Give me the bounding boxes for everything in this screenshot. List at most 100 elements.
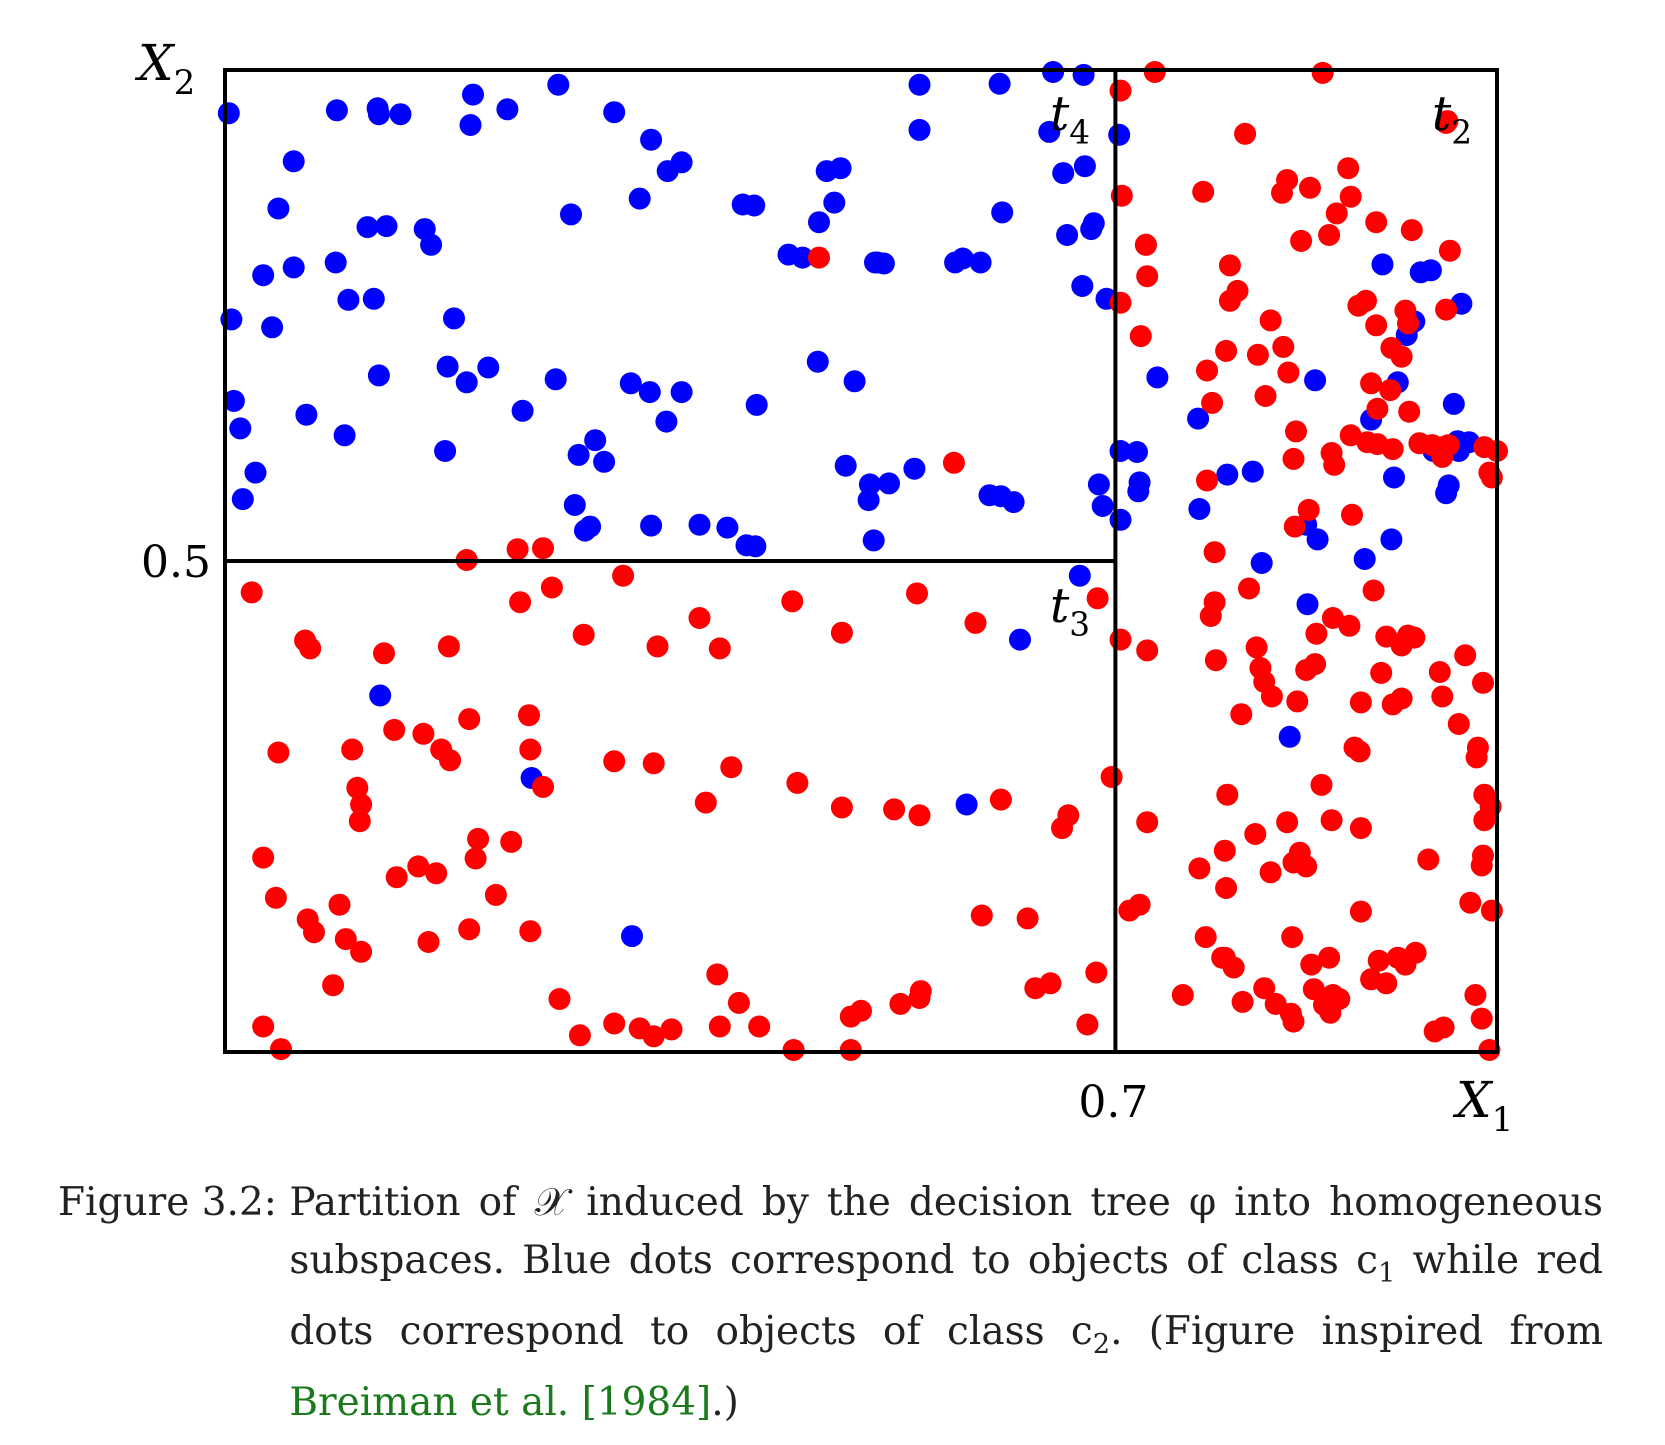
red-point: [412, 722, 435, 745]
red-point: [383, 718, 406, 741]
red-point: [1109, 291, 1132, 314]
red-point: [1196, 359, 1218, 382]
blue-point: [688, 513, 711, 536]
red-point: [1234, 122, 1257, 145]
red-point: [1321, 607, 1344, 629]
blue-point: [1304, 369, 1327, 392]
blue-point: [375, 215, 398, 238]
red-point: [1282, 447, 1305, 470]
red-point: [660, 1018, 683, 1041]
citation-link[interactable]: Breiman et al. [1984]: [289, 1379, 712, 1425]
red-point: [781, 590, 804, 613]
red-point: [1397, 312, 1419, 335]
red-point: [642, 752, 665, 775]
red-point: [572, 623, 595, 646]
y-tick-label: 0.5: [141, 537, 211, 588]
red-point: [1337, 157, 1360, 180]
caption-text-part: Partition of 𝒳 induced by the decision t…: [289, 1180, 1603, 1283]
red-point: [328, 893, 351, 916]
blue-point: [1073, 155, 1096, 178]
red-point: [1347, 294, 1370, 317]
red-point: [1341, 503, 1363, 526]
red-point: [1370, 661, 1393, 684]
blue-point: [1380, 528, 1403, 551]
red-point: [1286, 690, 1309, 713]
red-point: [1016, 907, 1039, 930]
red-point: [1319, 1001, 1342, 1024]
blue-point: [420, 233, 443, 256]
red-point: [350, 793, 373, 816]
red-point: [509, 591, 532, 614]
blue-point: [1072, 63, 1095, 86]
red-point: [1325, 202, 1348, 225]
red-point: [603, 750, 626, 773]
red-point: [1086, 587, 1109, 610]
red-point: [830, 796, 853, 819]
red-point: [1136, 265, 1159, 288]
red-point: [540, 576, 563, 599]
red-point: [1039, 972, 1062, 995]
blue-point: [1080, 218, 1103, 241]
red-point: [1276, 811, 1299, 834]
blue-point: [655, 410, 678, 433]
red-point: [1192, 180, 1215, 203]
red-point: [1134, 233, 1157, 256]
red-point: [1379, 379, 1402, 402]
red-point: [548, 988, 571, 1010]
red-point: [1057, 804, 1080, 827]
red-point: [1118, 899, 1141, 922]
red-point: [908, 804, 931, 827]
blue-point: [252, 264, 275, 287]
red-point: [1349, 900, 1372, 923]
red-point: [1085, 961, 1108, 984]
red-point: [1238, 577, 1260, 600]
red-point: [1323, 453, 1346, 476]
blue-point: [434, 440, 457, 462]
blue-point: [806, 350, 829, 373]
blue-point: [244, 461, 267, 484]
blue-point: [282, 256, 305, 279]
caption-text-part: while red dots correspond to objects of …: [289, 1238, 1603, 1354]
red-point: [1435, 298, 1458, 321]
blue-point: [619, 372, 642, 395]
blue-point: [443, 307, 465, 330]
red-point: [1300, 953, 1323, 976]
red-point: [1196, 469, 1218, 492]
blue-point: [670, 381, 693, 404]
blue-point: [362, 287, 385, 310]
red-point: [519, 738, 542, 761]
red-point: [294, 629, 317, 652]
red-point: [500, 830, 523, 853]
blue-point: [1188, 498, 1211, 520]
blue-point: [560, 203, 582, 226]
red-point: [906, 582, 928, 605]
red-point: [1246, 343, 1269, 366]
red-point: [350, 940, 373, 963]
red-point: [748, 1015, 771, 1038]
red-point: [334, 928, 357, 951]
blue-point: [455, 371, 478, 394]
blue-point: [295, 403, 318, 426]
blue-point: [563, 494, 586, 516]
blue-point: [951, 247, 974, 270]
red-point: [1480, 899, 1503, 922]
caption-label: Figure 3.2:: [58, 1180, 277, 1225]
blue-point: [389, 103, 412, 126]
red-point: [708, 1015, 731, 1038]
blue-point: [864, 251, 886, 274]
red-point: [1349, 691, 1372, 714]
blue-point: [1371, 253, 1394, 276]
red-point: [1264, 992, 1287, 1015]
blue-point: [603, 101, 626, 124]
blue-point: [988, 72, 1011, 95]
blue-point: [1126, 441, 1148, 463]
red-point: [706, 963, 729, 986]
red-point: [1365, 314, 1388, 337]
blue-point: [282, 150, 305, 173]
red-point: [727, 991, 750, 1014]
figure-caption: Figure 3.2: Partition of 𝒳 induced by th…: [58, 1174, 1603, 1432]
blue-point: [229, 417, 252, 440]
red-point: [830, 621, 853, 644]
blue-point: [745, 393, 768, 416]
